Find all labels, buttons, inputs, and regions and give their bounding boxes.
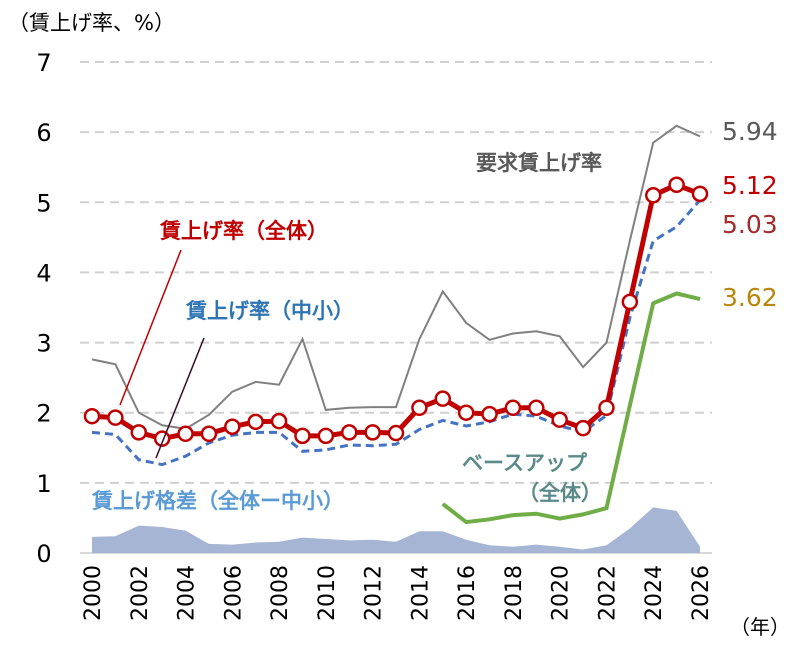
series-label-base-up: ベースアップ (462, 451, 588, 475)
x-tick-label: 2020 (549, 565, 574, 621)
data-point-overall (317, 427, 335, 445)
data-point-overall (621, 293, 639, 311)
y-tick-label: 7 (36, 49, 51, 77)
series-label-requested: 要求賃上げ率 (476, 151, 602, 175)
y-tick-label: 3 (36, 330, 51, 358)
end-value-label: 5.12 (722, 171, 778, 200)
data-point-overall (668, 176, 685, 193)
x-tick-label: 2002 (128, 565, 153, 621)
series-label-overall: 賃上げ率（全体） (159, 219, 328, 243)
data-point-overall (434, 390, 452, 407)
x-tick-label: 2018 (502, 565, 527, 621)
data-point-overall (294, 427, 311, 445)
x-tick-label: 2024 (642, 565, 667, 621)
y-tick-label: 4 (36, 259, 51, 287)
data-point-overall (457, 404, 475, 421)
data-point-overall (107, 409, 124, 426)
x-tick-label: 2010 (315, 565, 340, 621)
y-tick-label: 5 (36, 189, 51, 217)
y-tick-label: 6 (36, 119, 51, 147)
leader-line-overall (119, 249, 182, 406)
data-point-overall (411, 399, 428, 417)
data-point-overall (481, 405, 498, 423)
y-axis-title: （賃上げ率、%） (8, 11, 175, 35)
y-tick-label: 0 (36, 540, 51, 568)
series-area-wage-gap (92, 507, 700, 553)
x-tick-label: 2016 (455, 565, 480, 621)
x-tick-label: 2004 (175, 565, 200, 621)
data-point-overall (364, 424, 381, 441)
x-tick-label: 2012 (362, 565, 387, 621)
series-label-wage-gap: 賃上げ格差（全体ー中小） (91, 489, 344, 513)
data-point-overall (598, 399, 615, 417)
end-value-label: 5.94 (722, 117, 778, 146)
data-point-overall (224, 418, 241, 435)
x-tick-label: 2000 (81, 565, 106, 621)
series-label-sme: 賃上げ率（中小） (185, 299, 354, 323)
x-tick-label: 2022 (595, 565, 620, 621)
data-point-overall (574, 419, 592, 437)
y-tick-label: 1 (36, 470, 51, 498)
data-point-overall (247, 413, 264, 431)
data-point-overall (504, 399, 522, 417)
data-point-overall (644, 187, 662, 204)
data-point-overall (130, 424, 148, 441)
x-axis-title: （年） (730, 615, 790, 639)
data-point-overall (270, 412, 288, 430)
end-value-label: 3.62 (722, 283, 778, 312)
data-point-overall (528, 399, 545, 417)
x-tick-label: 2014 (408, 565, 433, 621)
data-point-overall (340, 424, 358, 441)
data-point-overall (83, 407, 101, 425)
series-line-sme (91, 199, 702, 467)
x-tick-label: 2008 (268, 565, 293, 621)
data-point-overall (551, 411, 568, 428)
data-point-overall (177, 425, 194, 443)
series-label-base-up: （全体） (518, 481, 602, 505)
data-point-overall (200, 425, 218, 443)
series-line-requested (91, 124, 701, 430)
x-tick-label: 2026 (689, 565, 714, 621)
data-point-overall (387, 424, 405, 442)
y-tick-label: 2 (36, 400, 51, 428)
end-value-label: 5.03 (722, 210, 778, 239)
data-point-overall (691, 185, 709, 203)
series-line-base-up (441, 291, 701, 525)
x-tick-label: 2006 (221, 565, 246, 621)
leader-line-sme (155, 337, 205, 459)
